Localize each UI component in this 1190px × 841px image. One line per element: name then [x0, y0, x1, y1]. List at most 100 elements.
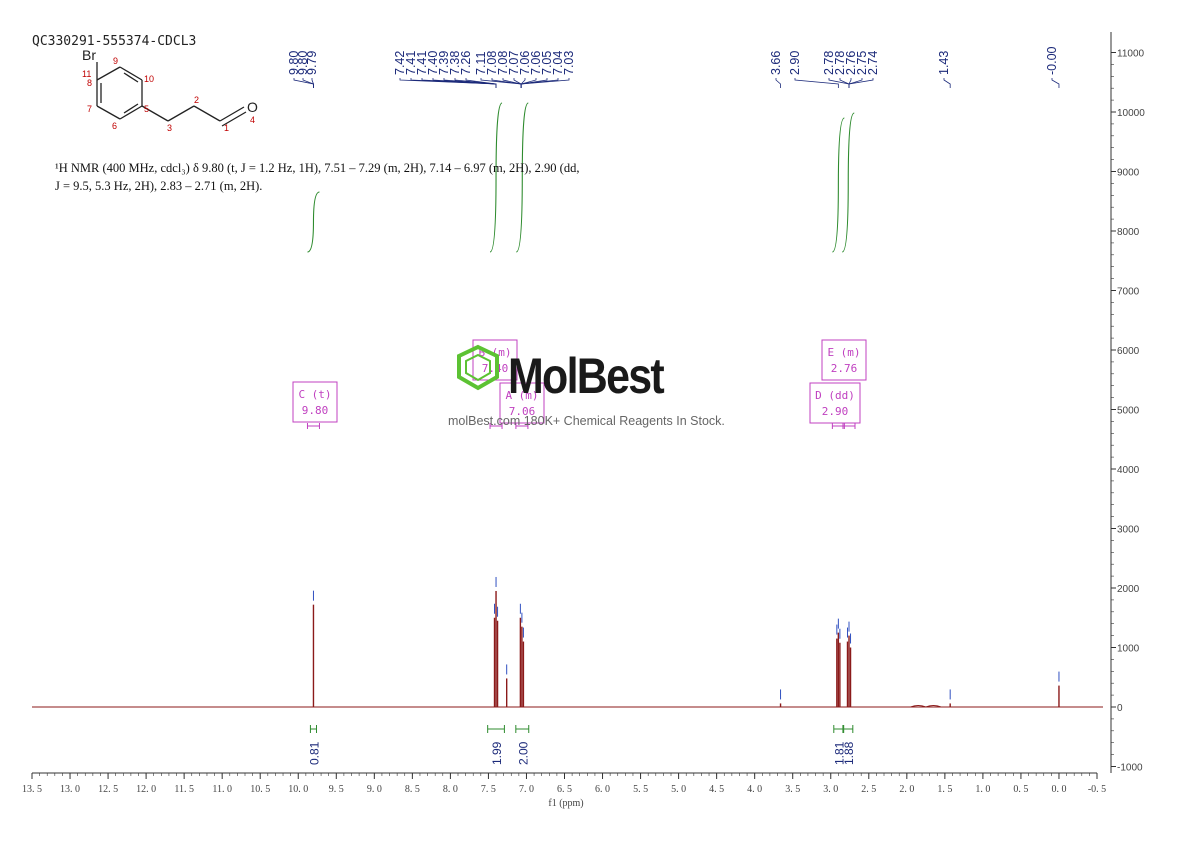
multiplet-box [292, 381, 338, 423]
peak-label: 2.78 [833, 51, 847, 75]
y-tick-label: 4000 [1117, 465, 1140, 476]
atom-label: Br [82, 47, 96, 63]
x-tick-label: 9. 0 [367, 784, 382, 795]
peak-label: 7.40 [426, 51, 440, 75]
multiplet-box [499, 382, 545, 424]
peak-label-leader [520, 78, 570, 88]
peak-label: 9.80 [287, 51, 301, 75]
peak-label: -0.00 [1045, 46, 1059, 75]
spectrum-layer [32, 576, 1103, 708]
spectrum-baseline-bump [910, 705, 942, 708]
integral-value: 0.81 [307, 741, 321, 765]
peak-label: 7.41 [415, 51, 429, 75]
peak-label: 7.38 [448, 51, 462, 75]
x-tick-label: 3. 5 [785, 784, 800, 795]
integral-curve [515, 102, 529, 253]
peak-label: 7.04 [551, 51, 565, 75]
peak-label: 7.26 [459, 51, 473, 75]
atom-number: 2 [194, 95, 199, 105]
bond [123, 72, 139, 83]
atom-number: 1 [224, 123, 229, 133]
watermark: MolBest molBest.com 180K+ Chemical Reage… [448, 344, 725, 428]
molbest-logo-icon [457, 344, 499, 391]
chemical-structure [96, 62, 247, 127]
bond [219, 106, 245, 122]
multiplet-value: 2.76 [831, 362, 858, 375]
x-tick-label: 12. 5 [98, 784, 118, 795]
y-tick-label: 8000 [1117, 227, 1140, 238]
peak-label: 7.03 [562, 51, 576, 75]
bond [141, 105, 169, 122]
x-tick-label: 4. 0 [747, 784, 762, 795]
nmr-summary-line-1: ¹H NMR (400 MHz, cdcl₃) δ 9.80 (t, J = 1… [55, 161, 579, 175]
peak-label-leader [311, 78, 314, 88]
x-tick-label: -0. 5 [1088, 784, 1106, 795]
multiplet-label: E (m) [827, 346, 860, 359]
x-tick-label: 10. 5 [250, 784, 270, 795]
atom-number: 10 [144, 74, 154, 84]
x-tick-label: 5. 5 [633, 784, 648, 795]
integral-curve [832, 117, 845, 253]
x-tick-label: 0. 0 [1051, 784, 1066, 795]
x-tick-label: 6. 5 [557, 784, 572, 795]
peak-label: 7.08 [485, 51, 499, 75]
x-tick-label: 7. 0 [519, 784, 534, 795]
peak-label: 9.80 [296, 51, 310, 75]
x-axis-label: f1 (ppm) [548, 798, 583, 809]
integral-value: 1.88 [842, 741, 856, 765]
atom-number: 7 [87, 104, 92, 114]
x-tick-label: 2. 5 [861, 784, 876, 795]
bond [193, 105, 221, 122]
peak-label: 7.05 [540, 51, 554, 75]
watermark-logo-text: MolBest [508, 348, 665, 404]
atom-number: 3 [167, 123, 172, 133]
peak-labels-layer: 9.809.809.79 7.427.417.417.407.397.387.26… [287, 46, 1060, 88]
bond [119, 66, 143, 81]
atom-number: 9 [113, 56, 118, 66]
integral-value: 1.99 [490, 741, 504, 765]
y-tick-label: 6000 [1117, 346, 1140, 357]
y-tick-label: 3000 [1117, 525, 1140, 536]
peak-label: 7.11 [474, 52, 488, 75]
x-tick-label: 10. 0 [288, 784, 308, 795]
peak-label: 7.42 [393, 51, 407, 75]
peak-label-leader [775, 78, 781, 88]
axes-layer: 13. 5 13. 0 12. 5 12. 0 11. 5 11. 0 10. 5 10. 0… [22, 32, 1145, 809]
multiplet-label: C (t) [298, 388, 331, 401]
peak-label-leader [1051, 78, 1060, 88]
bond [96, 105, 121, 120]
peak-label: 7.07 [507, 51, 521, 75]
bond [96, 66, 121, 81]
peak-label: 7.41 [404, 51, 418, 75]
x-tick-label: 13. 0 [60, 784, 80, 795]
x-tick-label: 9. 5 [329, 784, 344, 795]
y-tick-label: 2000 [1117, 584, 1140, 595]
y-tick-label: 11000 [1117, 49, 1145, 60]
nmr-summary-line-2: J = 9.5, 5.3 Hz, 2H), 2.83 – 2.71 (m, 2H… [55, 179, 262, 193]
sample-id: QC330291-555374-CDCL3 [32, 34, 196, 49]
atom-number: 8 [87, 78, 92, 88]
x-tick-label: 7. 5 [481, 784, 496, 795]
integral-value: 2.00 [516, 741, 530, 765]
x-tick-label: 13. 5 [22, 784, 42, 795]
x-tick-label: 1. 5 [937, 784, 952, 795]
peak-label-leader [794, 78, 839, 88]
integral-curve [841, 112, 855, 253]
atom-number: 11 [82, 69, 91, 79]
peak-label-leader [520, 78, 559, 88]
peak-label: 9.79 [305, 51, 319, 75]
peak-label: 2.75 [855, 51, 869, 75]
multiplet-value: 9.80 [302, 404, 329, 417]
peak-label: 2.76 [844, 51, 858, 75]
x-tick-label: 5. 0 [671, 784, 686, 795]
multiplet-label: A (m) [505, 389, 538, 402]
peak-label: 3.66 [769, 51, 783, 75]
bond [123, 103, 139, 114]
watermark-tagline: molBest.com 180K+ Chemical Reagents In S… [448, 414, 725, 428]
peak-label: 1.43 [937, 51, 951, 75]
peak-label: 2.90 [788, 51, 802, 75]
y-tick-label: -1000 [1117, 763, 1143, 774]
x-tick-label: 2. 0 [899, 784, 914, 795]
multiplet-value: 2.90 [822, 405, 849, 418]
integrals-layer: 0.81 1.99 2.00 1.811.88 [307, 102, 856, 765]
